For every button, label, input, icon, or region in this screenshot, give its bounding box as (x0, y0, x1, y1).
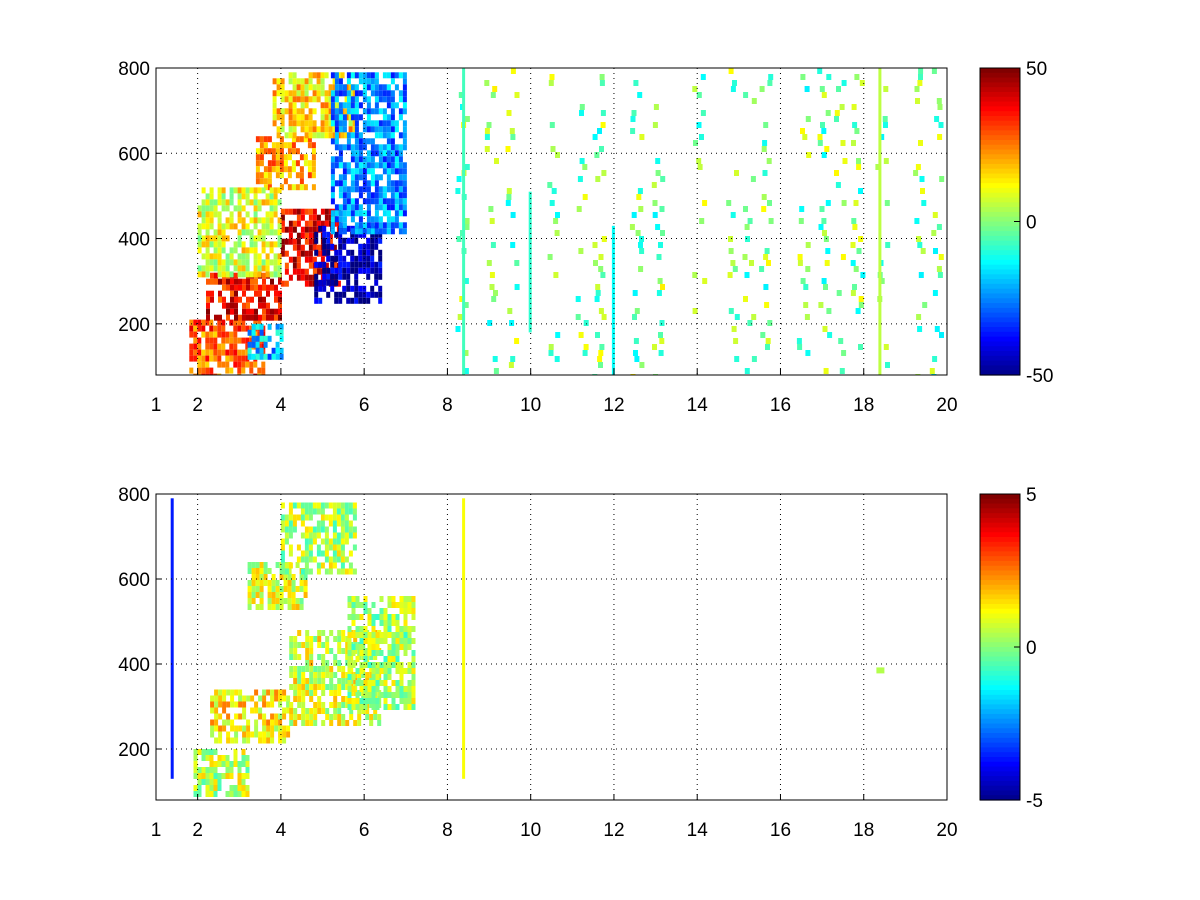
y-tick-label: 800 (118, 485, 150, 506)
x-tick-label: 20 (936, 395, 957, 416)
x-tick-label: 6 (359, 395, 370, 416)
y-tick-label: 600 (118, 570, 150, 591)
heatmap-region-5 (314, 225, 383, 304)
x-tick-label: 1 (151, 395, 162, 416)
y-tick-label: 800 (118, 59, 150, 80)
colorbar-tick-label: -50 (1026, 366, 1053, 387)
x-tick-label: 14 (687, 395, 709, 416)
x-tick-label: 10 (520, 820, 541, 841)
heatmap-stripe-1 (462, 498, 466, 779)
y-tick-label: 600 (118, 144, 150, 165)
heatmap-region-0 (193, 749, 250, 797)
x-tick-label: 16 (770, 395, 791, 416)
x-tick-label: 12 (603, 395, 624, 416)
heatmap-stripe-3 (878, 68, 882, 375)
heatmap-stripe-1 (611, 225, 615, 375)
colorbar-tick-label: 50 (1026, 59, 1047, 80)
x-tick-label: 2 (192, 820, 203, 841)
x-tick-label: 20 (936, 820, 957, 841)
heatmap-stripe-0 (528, 191, 532, 333)
heatmap-stripe-2 (462, 68, 466, 375)
axes-frame (155, 67, 948, 376)
colorbar: 50 0 -50 (979, 59, 1053, 387)
x-tick-label: 16 (770, 820, 791, 841)
y-tick-label: 400 (118, 655, 150, 676)
colorbar-tick-label: 0 (1026, 638, 1037, 659)
x-tick-label: 6 (359, 820, 370, 841)
heatmap-stripe-0 (170, 498, 174, 779)
heatmap-region-2 (255, 136, 316, 191)
heatmap-region-4 (289, 630, 382, 726)
heatmap-region-7 (197, 187, 282, 278)
heatmap-region-6 (330, 72, 407, 235)
y-tick-label: 400 (118, 230, 150, 251)
x-tick-label: 8 (442, 395, 453, 416)
colorbar-tick-label: 5 (1026, 485, 1037, 506)
heatmap-point-0 (876, 667, 885, 674)
heatmap-region-8 (247, 323, 284, 360)
heatmap-image (170, 498, 885, 797)
colorbar: 5 0 -5 (979, 485, 1043, 812)
x-tick-label: 8 (442, 820, 453, 841)
axes-frame (155, 493, 948, 801)
grid-lines (156, 494, 947, 800)
colorbar-tick-label: -5 (1026, 791, 1043, 812)
heatmap-region-1 (206, 272, 282, 321)
x-tick-label: 14 (687, 820, 709, 841)
colorbar-tick-label: 0 (1026, 213, 1037, 234)
y-tick-label: 200 (118, 740, 150, 761)
x-tick-label: 1 (151, 820, 162, 841)
x-tick-label: 12 (603, 820, 624, 841)
x-tick-label: 18 (853, 395, 874, 416)
grid-lines (156, 68, 947, 375)
x-tick-label: 4 (276, 395, 287, 416)
x-tick-label: 18 (853, 820, 874, 841)
x-tick-label: 2 (192, 395, 203, 416)
y-tick-label: 200 (118, 315, 150, 336)
heatmap-region-5 (347, 596, 416, 710)
x-tick-label: 4 (276, 820, 287, 841)
heatmap-region-2 (247, 562, 308, 610)
x-tick-label: 10 (520, 395, 541, 416)
heatmap-region-3 (280, 502, 357, 575)
heatmap-image (189, 68, 945, 375)
heatmap-region-1 (210, 689, 291, 744)
